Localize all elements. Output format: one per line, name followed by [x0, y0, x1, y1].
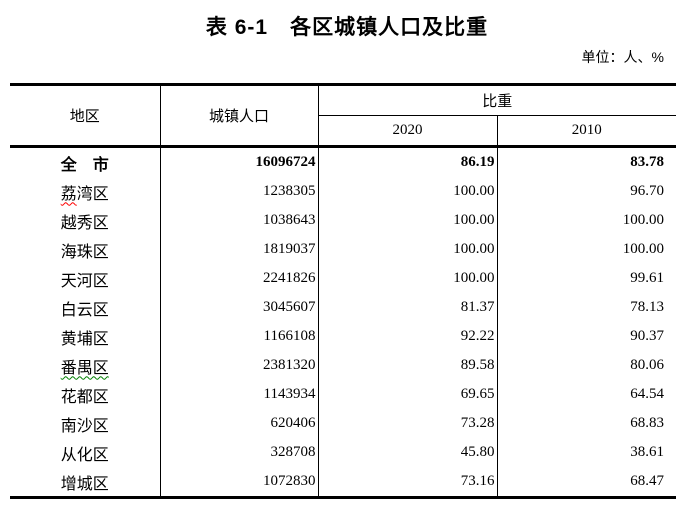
table-row: 天河区 2241826 100.00 99.61: [10, 264, 677, 293]
population-cell: 16096724: [159, 146, 318, 177]
proportion-2010-cell: 100.00: [496, 206, 677, 235]
proportion-2020-cell: 73.16: [317, 467, 497, 498]
region-text: 增城区: [60, 475, 109, 493]
region-text: 全 市: [60, 156, 109, 174]
population-cell: 1238305: [159, 177, 318, 206]
table-row: 番禺区 2381320 89.58 80.06: [10, 351, 677, 380]
region-cell: 南沙区: [10, 409, 160, 438]
table-row: 黄埔区 1166108 92.22 90.37: [10, 322, 677, 351]
population-cell: 620406: [159, 409, 318, 438]
region-text-marked: 番禺区: [60, 359, 109, 377]
proportion-2010-cell: 68.83: [496, 409, 677, 438]
table-row: 增城区 1072830 73.16 68.47: [10, 467, 677, 498]
population-cell: 2381320: [159, 351, 318, 380]
region-cell: 番禺区: [10, 351, 160, 380]
header-year-2020: 2020: [317, 115, 497, 148]
unit-note: 单位：人、%: [581, 49, 664, 65]
table-header: 地区 城镇人口 比重 2020 2010: [10, 84, 677, 148]
table-row: 从化区 328708 45.80 38.61: [10, 438, 677, 467]
proportion-2020-cell: 73.28: [317, 409, 497, 438]
table-row: 白云区 3045607 81.37 78.13: [10, 293, 677, 322]
proportion-2010-cell: 99.61: [496, 264, 677, 293]
region-cell: 白云区: [10, 293, 160, 322]
header-region: 地区: [10, 84, 160, 148]
population-cell: 1072830: [159, 467, 318, 498]
region-cell: 从化区: [10, 438, 160, 467]
region-text: 湾区: [76, 185, 109, 203]
page-title: 表 6-1 各区城镇人口及比重: [205, 16, 489, 39]
proportion-2010-cell: 83.78: [496, 146, 677, 177]
table-row: 海珠区 1819037 100.00 100.00: [10, 235, 677, 264]
proportion-2020-cell: 86.19: [317, 146, 497, 177]
proportion-2020-cell: 45.80: [317, 438, 497, 467]
population-cell: 1143934: [159, 380, 318, 409]
proportion-2010-cell: 38.61: [496, 438, 677, 467]
proportion-2010-cell: 64.54: [496, 380, 677, 409]
proportion-2010-cell: 96.70: [496, 177, 677, 206]
header-proportion: 比重: [317, 84, 677, 116]
proportion-2020-cell: 89.58: [317, 351, 497, 380]
table-row: 越秀区 1038643 100.00 100.00: [10, 206, 677, 235]
region-text: 海珠区: [60, 243, 109, 261]
proportion-2010-cell: 68.47: [496, 467, 677, 498]
region-cell: 天河区: [10, 264, 160, 293]
region-cell: 增城区: [10, 467, 160, 498]
region-text-marked: 荔: [60, 185, 77, 203]
proportion-2010-cell: 80.06: [496, 351, 677, 380]
proportion-2020-cell: 69.65: [317, 380, 497, 409]
proportion-2020-cell: 100.00: [317, 264, 497, 293]
header-year-2010: 2010: [496, 115, 677, 148]
proportion-2020-cell: 100.00: [317, 235, 497, 264]
table-row-total: 全 市 16096724 86.19 83.78: [10, 146, 677, 178]
header-population: 城镇人口: [159, 84, 318, 148]
population-cell: 1166108: [159, 322, 318, 351]
population-table: 地区 城镇人口 比重 2020 2010 全 市 16096724 86.19 …: [10, 83, 677, 499]
region-text: 从化区: [60, 446, 109, 464]
population-cell: 1038643: [159, 206, 318, 235]
population-cell: 2241826: [159, 264, 318, 293]
table-row: 花都区 1143934 69.65 64.54: [10, 380, 677, 409]
region-text: 花都区: [60, 388, 109, 406]
population-cell: 328708: [159, 438, 318, 467]
region-cell: 黄埔区: [10, 322, 160, 351]
region-text: 南沙区: [60, 417, 109, 435]
population-cell: 1819037: [159, 235, 318, 264]
proportion-2020-cell: 100.00: [317, 206, 497, 235]
region-cell: 荔湾区: [10, 177, 160, 206]
table-row: 荔湾区 1238305 100.00 96.70: [10, 177, 677, 206]
proportion-2020-cell: 81.37: [317, 293, 497, 322]
proportion-2010-cell: 100.00: [496, 235, 677, 264]
region-text: 白云区: [60, 301, 109, 319]
region-text: 黄埔区: [60, 330, 109, 348]
region-cell: 全 市: [10, 147, 160, 178]
population-cell: 3045607: [159, 293, 318, 322]
region-text: 越秀区: [60, 214, 109, 232]
header-row-2: 2020 2010: [10, 115, 677, 148]
table-body: 全 市 16096724 86.19 83.78 荔湾区 1238305 100…: [10, 146, 677, 498]
header-row-1: 地区 城镇人口 比重: [10, 84, 677, 148]
region-cell: 海珠区: [10, 235, 160, 264]
region-text: 天河区: [60, 272, 109, 290]
proportion-2010-cell: 78.13: [496, 293, 677, 322]
proportion-2020-cell: 92.22: [317, 322, 497, 351]
region-cell: 越秀区: [10, 206, 160, 235]
table-row: 南沙区 620406 73.28 68.83: [10, 409, 677, 438]
region-cell: 花都区: [10, 380, 160, 409]
proportion-2010-cell: 90.37: [496, 322, 677, 351]
proportion-2020-cell: 100.00: [317, 177, 497, 206]
